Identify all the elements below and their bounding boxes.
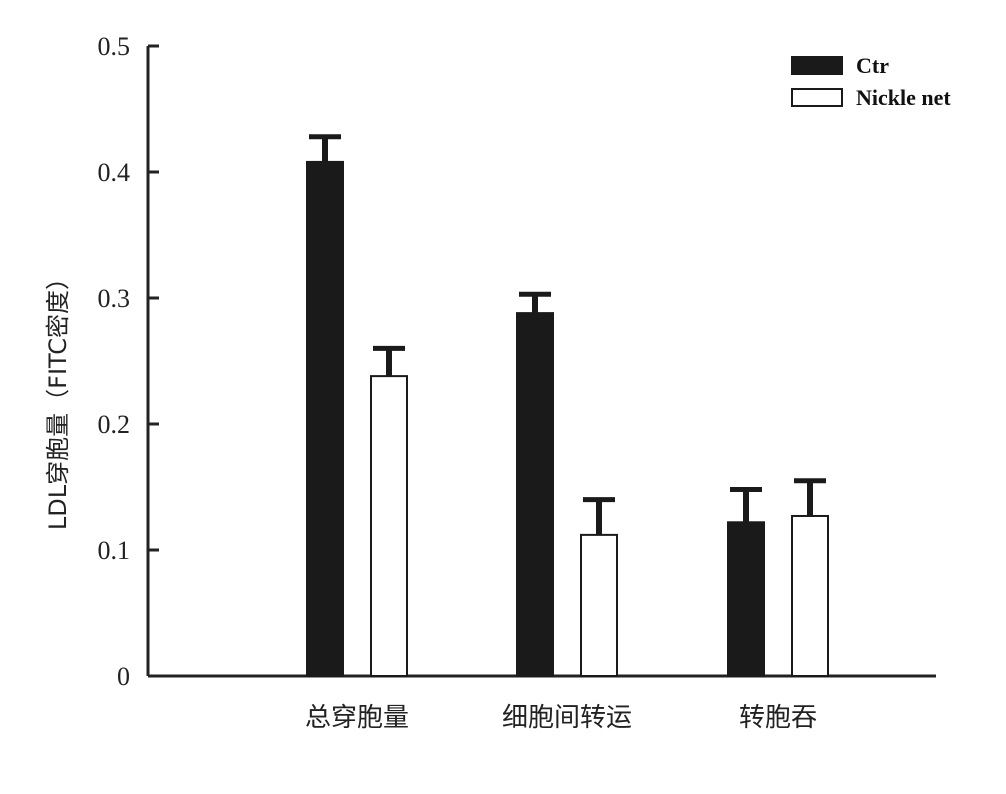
bar-nickle-net bbox=[370, 375, 408, 677]
bar-nickle-net bbox=[580, 533, 618, 677]
bar-nickle-net bbox=[791, 514, 829, 677]
bars bbox=[306, 134, 829, 678]
bar-ctr bbox=[727, 521, 765, 678]
bar-ctr bbox=[306, 160, 344, 678]
legend-swatch bbox=[791, 56, 843, 75]
legend-label: Ctr bbox=[856, 53, 889, 78]
y-tick-label: 0.2 bbox=[98, 410, 131, 439]
legend: Ctr Nickle net bbox=[791, 53, 951, 110]
legend-swatch bbox=[791, 88, 843, 107]
bar-ctr bbox=[516, 312, 554, 677]
y-tick-label: 0 bbox=[117, 662, 130, 691]
y-tick-label: 0.4 bbox=[98, 158, 131, 187]
y-axis-title: LDL穿胞量（FITC密度） bbox=[44, 266, 72, 530]
axes: 0 0.1 0.2 0.3 0.4 0.5 bbox=[98, 32, 936, 691]
legend-label: Nickle net bbox=[856, 85, 951, 110]
x-tick-label: 总穿胞量 bbox=[305, 703, 409, 733]
x-tick-label: 细胞间转运 bbox=[502, 703, 632, 733]
y-tick-label: 0.5 bbox=[98, 32, 131, 61]
y-tick-label: 0.1 bbox=[98, 536, 131, 565]
x-tick-labels: 总穿胞量 细胞间转运 转胞吞 bbox=[305, 703, 817, 733]
x-tick-label: 转胞吞 bbox=[739, 703, 817, 733]
y-tick-label: 0.3 bbox=[98, 284, 131, 313]
y-ticks: 0 0.1 0.2 0.3 0.4 0.5 bbox=[98, 32, 159, 691]
